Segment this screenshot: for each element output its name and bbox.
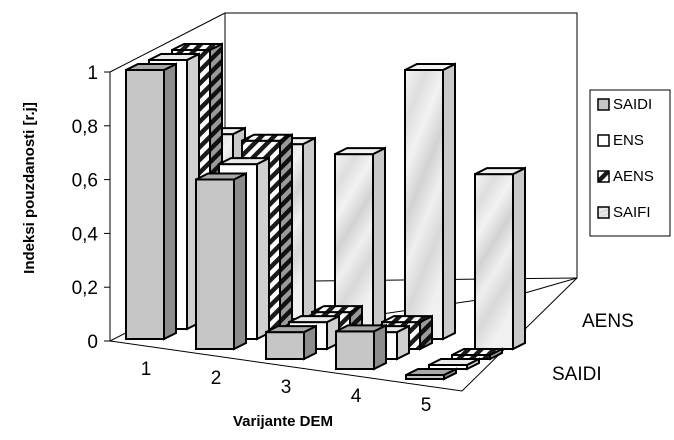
y-axis-title: Indeksi pouzdanosti [r.j] [21, 102, 38, 274]
y-axis: 0 0,2 0,4 0,6 0,8 1 [72, 63, 111, 353]
depth-axis: AENS SAIDI [552, 311, 634, 385]
y-tick-label: 1 [87, 63, 98, 84]
legend: SAIDI ENS AENS SAIFI [589, 89, 671, 237]
bars-group [125, 42, 526, 381]
bar-saidi-1 [125, 62, 177, 341]
bar-saifi-5 [474, 166, 526, 351]
bar-saifi-3 [334, 146, 386, 331]
legend-swatch-ens [597, 134, 610, 147]
bar-saidi-2 [195, 171, 247, 351]
y-tick-label: 0,4 [72, 224, 99, 245]
bar-saidi-4 [335, 323, 387, 371]
x-axis: 1 2 3 4 5 [141, 359, 432, 416]
bar-saidi-3 [265, 324, 317, 361]
bar-saifi-4 [404, 62, 456, 341]
depth-label-saidi: SAIDI [552, 364, 602, 385]
legend-label-aens: AENS [613, 168, 654, 185]
y-tick-label: 0,6 [72, 171, 98, 192]
bar-ens-5 [428, 357, 480, 371]
legend-swatch-aens [597, 170, 610, 183]
x-tick-label: 4 [351, 386, 362, 407]
x-tick-label: 1 [141, 359, 152, 380]
legend-label-saifi: SAIFI [613, 204, 651, 221]
y-tick-label: 0,2 [72, 278, 98, 299]
legend-swatch-saidi [597, 98, 610, 111]
bar-aens-5 [451, 347, 503, 361]
legend-label-saidi: SAIDI [613, 96, 652, 113]
x-tick-label: 3 [281, 377, 292, 398]
y-tick-label: 0,8 [72, 117, 98, 138]
legend-swatch-saifi [597, 206, 610, 219]
x-axis-title: Varijante DEM [233, 413, 333, 430]
bar-saidi-5 [405, 367, 457, 381]
y-tick-label: 0 [87, 332, 98, 353]
legend-label-ens: ENS [613, 132, 644, 149]
x-tick-label: 2 [211, 368, 222, 389]
x-tick-label: 5 [421, 395, 432, 416]
depth-label-aens: AENS [582, 311, 634, 332]
